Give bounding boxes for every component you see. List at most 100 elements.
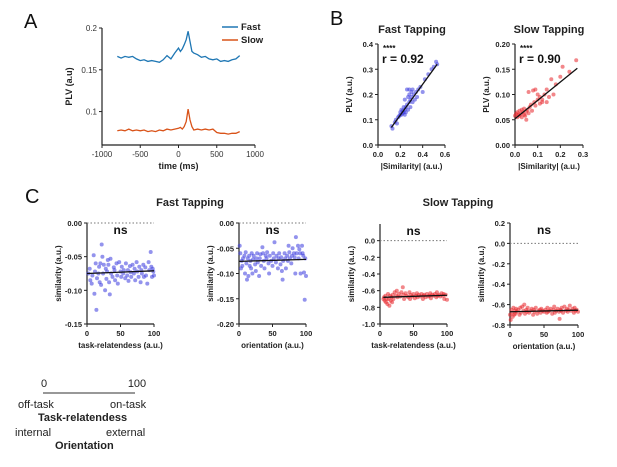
- y-tick-label: -0.4: [492, 280, 506, 289]
- chart-plv-time: 0.1 0.15 0.2 -1000 -500 0 500 1000 time (ms) PLV …: [64, 22, 264, 171]
- data-point: [298, 271, 303, 276]
- x-tick-label: 0.6: [440, 150, 450, 159]
- y-tick-label: 0.0: [495, 239, 505, 248]
- data-point: [88, 278, 93, 283]
- x-tick-label: 0.1: [532, 150, 542, 159]
- data-point: [283, 266, 288, 271]
- y-tick-label: -0.15: [217, 295, 234, 304]
- y-tick-label: 0.0: [365, 237, 375, 246]
- data-point: [271, 256, 276, 261]
- data-point: [119, 274, 124, 279]
- chart-slow-similarity-task: 0.0 -0.2 -0.4 -0.6 -0.8 -1.00 50 100 task-relate…: [347, 224, 456, 350]
- data-point: [130, 262, 135, 267]
- scale-legend: 0 100 off-task on-task Task-relatendess …: [15, 378, 147, 452]
- chart-title: Slow Tapping: [514, 24, 585, 36]
- data-point: [89, 281, 94, 286]
- y-tick-label: -1.0: [362, 320, 375, 329]
- data-point: [273, 260, 278, 265]
- data-point: [522, 302, 527, 307]
- data-point: [95, 276, 99, 281]
- y-tick-label: 0.00: [219, 219, 234, 228]
- x-tick-label: 0.4: [417, 150, 428, 159]
- x-tick-label: 0: [237, 329, 241, 338]
- data-point: [544, 100, 549, 105]
- data-point: [99, 242, 104, 247]
- data-point: [138, 280, 143, 285]
- y-tick-label: 0.3: [363, 65, 373, 74]
- y-tick-label: 0.2: [86, 24, 98, 33]
- data-point: [264, 256, 269, 261]
- data-point: [560, 64, 565, 69]
- y-axis-label: similarity (a.u.): [347, 245, 356, 302]
- x-tick-label: 50: [268, 329, 276, 338]
- x-axis-label: orientation (a.u.): [241, 341, 304, 350]
- data-point: [139, 271, 144, 276]
- data-point: [148, 250, 153, 254]
- data-point: [280, 277, 285, 282]
- data-point: [286, 243, 291, 248]
- data-point: [533, 305, 538, 310]
- y-axis-label: PLV (a.u.): [345, 76, 354, 113]
- x-tick-label: 100: [300, 329, 313, 338]
- data-point: [395, 121, 399, 126]
- data-point: [279, 269, 284, 273]
- y-axis-label: similarity (a.u.): [477, 245, 486, 302]
- data-point: [557, 316, 562, 321]
- x-tick-label: 50: [540, 330, 548, 339]
- x-tick-label: 0.0: [510, 150, 520, 159]
- data-point: [562, 304, 567, 309]
- task-low-label: off-task: [18, 399, 54, 411]
- data-point: [133, 278, 138, 283]
- y-tick-label: -0.05: [65, 253, 82, 262]
- data-point: [390, 300, 395, 305]
- scale-min-label: 0: [41, 378, 47, 390]
- data-point: [265, 250, 270, 255]
- data-point: [242, 253, 247, 258]
- y-tick-label: -0.4: [362, 270, 376, 279]
- data-point: [293, 235, 298, 240]
- data-point: [108, 256, 113, 261]
- y-axis-label: similarity (a.u.): [54, 245, 63, 302]
- legend-label-slow: Slow: [241, 35, 264, 46]
- data-point: [246, 274, 251, 278]
- data-point: [552, 304, 557, 309]
- data-point: [260, 245, 265, 250]
- x-tick-label: 0.0: [373, 150, 383, 159]
- data-point: [107, 280, 112, 285]
- data-point: [526, 90, 531, 94]
- data-point: [267, 253, 272, 258]
- data-point: [297, 247, 302, 252]
- y-tick-label: 0.05: [495, 116, 510, 125]
- y-tick-label: -0.10: [217, 270, 234, 279]
- data-point: [250, 271, 255, 276]
- x-tick-label: 100: [572, 330, 585, 339]
- y-tick-label: -0.8: [362, 303, 375, 312]
- data-point: [390, 126, 395, 131]
- y-tick-label: 0.10: [495, 91, 510, 100]
- orient-high-label: external: [106, 427, 145, 439]
- significance-label: ns: [406, 224, 420, 238]
- data-point: [87, 266, 92, 271]
- x-tick-label: 50: [409, 329, 417, 338]
- data-point: [107, 292, 112, 297]
- data-point: [247, 253, 252, 258]
- y-tick-label: 0.00: [67, 219, 82, 228]
- data-point: [402, 297, 407, 301]
- regression-line: [383, 294, 448, 298]
- x-axis-label: task-relatendess (a.u.): [78, 341, 163, 350]
- x-tick-label: 0: [85, 329, 89, 338]
- data-point: [126, 278, 131, 283]
- data-point: [304, 274, 308, 278]
- data-point: [282, 251, 287, 256]
- x-tick-label: 100: [441, 329, 454, 338]
- data-point: [110, 274, 115, 279]
- data-point: [125, 268, 130, 273]
- data-point: [561, 310, 565, 315]
- y-tick-label: 0.2: [363, 91, 373, 100]
- y-tick-label: 0.15: [81, 66, 97, 75]
- data-point: [117, 260, 122, 265]
- significance-label: ns: [265, 223, 279, 237]
- x-tick-label: 500: [210, 150, 224, 159]
- data-point: [251, 253, 256, 258]
